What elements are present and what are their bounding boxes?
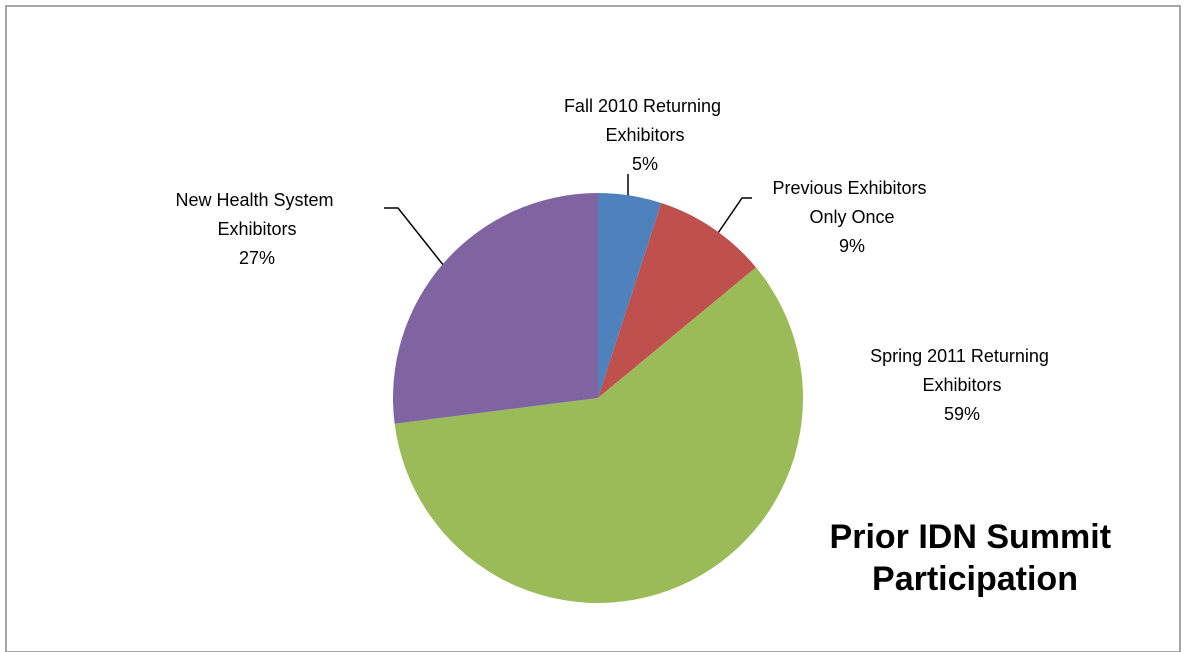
chart-title: Prior IDN Summit Participation [830,518,1121,598]
value-label: 5% [632,154,658,174]
pie-slice [598,193,662,398]
value-label: 59% [944,404,980,424]
pie-slice [598,203,756,398]
value-label: 27% [239,248,275,268]
category-label: Spring 2011 Returning Exhibitors [870,346,1054,395]
category-label: Fall 2010 Returning Exhibitors [564,96,726,145]
pie-slice [394,267,803,604]
category-label: New Health System Exhibitors [175,190,338,239]
leader-line [384,207,445,267]
value-label: 9% [839,236,865,256]
leader-line [715,197,752,237]
category-label: Previous Exhibitors Only Once [772,178,931,227]
pie-slice [393,193,598,424]
